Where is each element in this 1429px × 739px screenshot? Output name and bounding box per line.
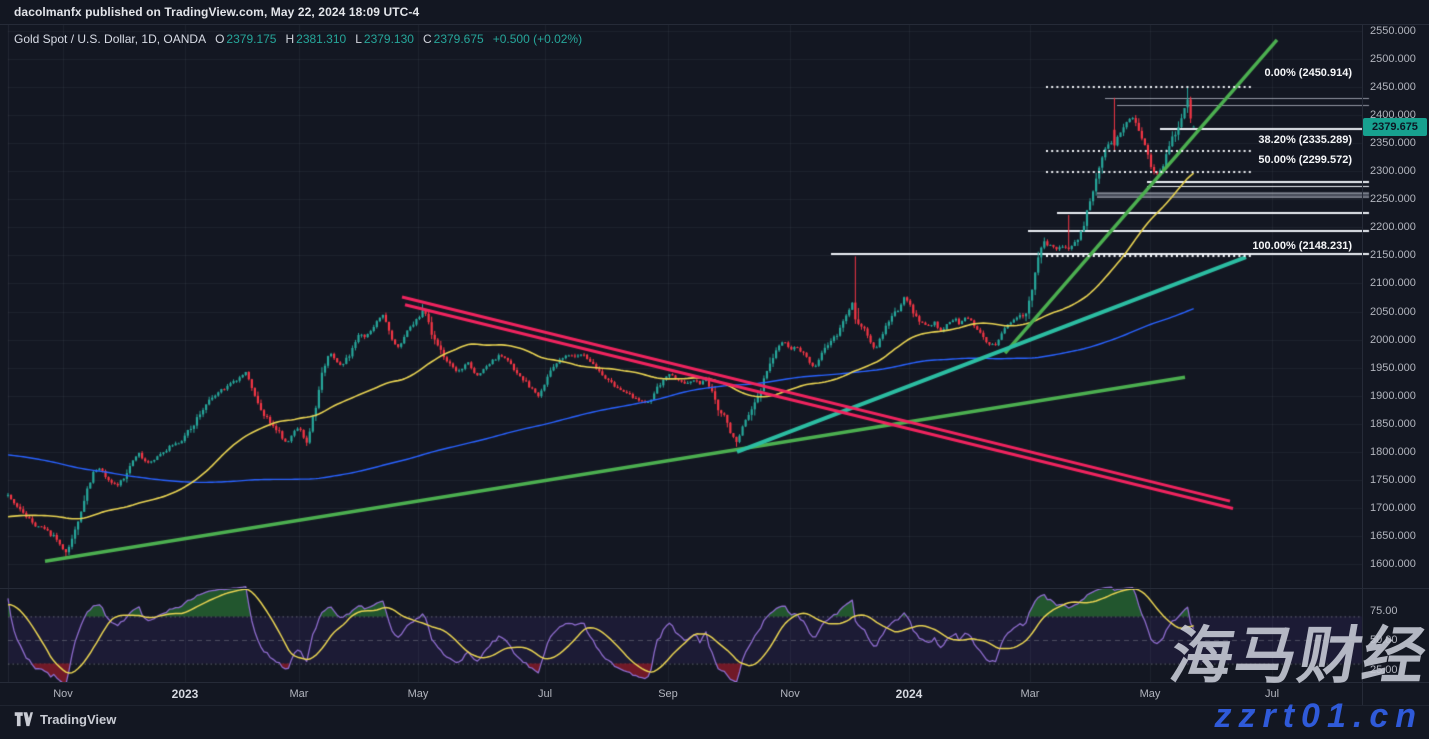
- tradingview-logo-icon: [14, 712, 33, 727]
- ohlc-close: C 2379.675: [422, 32, 484, 46]
- price-axis-label: 1750.000: [1370, 473, 1416, 486]
- rsi-axis-label: 50.00: [1370, 634, 1398, 646]
- footer-separator: [0, 705, 1429, 706]
- ohlc-high: H 2381.310: [285, 32, 347, 46]
- price-axis-label: 1850.000: [1370, 417, 1416, 430]
- price-axis-label: 2050.000: [1370, 305, 1416, 318]
- time-axis-label: May: [407, 688, 429, 700]
- price-axis-label: 2550.000: [1370, 25, 1416, 37]
- time-axis-label: Mar: [289, 688, 309, 700]
- time-axis-label: 2023: [171, 687, 199, 701]
- url-watermark: zzrt01.cn: [1214, 697, 1423, 735]
- timeaxis-separator: [0, 682, 1429, 683]
- price-axis-label: 2150.000: [1370, 249, 1416, 262]
- fib-level-label: 38.20% (2335.289): [1258, 134, 1352, 146]
- tradingview-footer[interactable]: TradingView: [14, 711, 116, 728]
- publish-info-bar: dacolmanfx published on TradingView.com,…: [0, 0, 1429, 25]
- price-axis-label: 1950.000: [1370, 361, 1416, 374]
- rsi-axis-label: 25.00: [1370, 663, 1398, 676]
- price-axis-label: 2450.000: [1370, 81, 1416, 94]
- price-axis-label: 2250.000: [1370, 193, 1416, 206]
- current-price-badge: 2379.675: [1363, 117, 1427, 136]
- ohlc-open: O 2379.175: [215, 32, 277, 46]
- price-axis-label: 2200.000: [1370, 221, 1416, 234]
- price-axis-border: [1362, 25, 1363, 705]
- time-axis-label: 2024: [895, 687, 923, 701]
- price-axis-label: 1650.000: [1370, 529, 1416, 542]
- fib-level-label: 100.00% (2148.231): [1252, 240, 1352, 252]
- ohlc-low: L 2379.130: [355, 32, 414, 46]
- pane-separator[interactable]: [0, 588, 1429, 589]
- price-axis-label: 2350.000: [1370, 137, 1416, 150]
- price-axis-label: 2000.000: [1370, 333, 1416, 346]
- time-axis-label: Mar: [1020, 688, 1040, 700]
- price-axis-label: 2300.000: [1370, 165, 1416, 178]
- symbol-title: Gold Spot / U.S. Dollar, 1D, OANDA: [14, 32, 207, 46]
- fib-level-label: 0.00% (2450.914): [1264, 67, 1352, 79]
- time-axis-label: Nov: [53, 688, 73, 700]
- time-axis-label: Nov: [780, 688, 800, 700]
- price-change: +0.500 (+0.02%): [492, 32, 583, 46]
- chart-canvas[interactable]: [0, 25, 1378, 682]
- time-axis-label: May: [1139, 688, 1161, 700]
- price-axis-label: 1700.000: [1370, 501, 1416, 514]
- price-axis-label: 1900.000: [1370, 389, 1416, 402]
- rsi-axis-label: 75.00: [1370, 604, 1398, 617]
- time-axis-label: Jul: [537, 688, 553, 700]
- publish-info-text: dacolmanfx published on TradingView.com,…: [14, 5, 420, 19]
- symbol-legend[interactable]: Gold Spot / U.S. Dollar, 1D, OANDA O 2379…: [14, 31, 582, 47]
- price-axis-label: 2100.000: [1370, 277, 1416, 290]
- time-axis-label: Jul: [1264, 688, 1280, 700]
- price-axis-label: 1600.000: [1370, 558, 1416, 570]
- price-axis-label: 2500.000: [1370, 53, 1416, 66]
- tradingview-brand-label: TradingView: [40, 712, 117, 727]
- time-axis-label: Sep: [658, 688, 678, 700]
- fib-level-label: 50.00% (2299.572): [1258, 154, 1352, 166]
- cjk-watermark: 海马财经: [1164, 622, 1429, 691]
- price-axis-label: 1800.000: [1370, 445, 1416, 458]
